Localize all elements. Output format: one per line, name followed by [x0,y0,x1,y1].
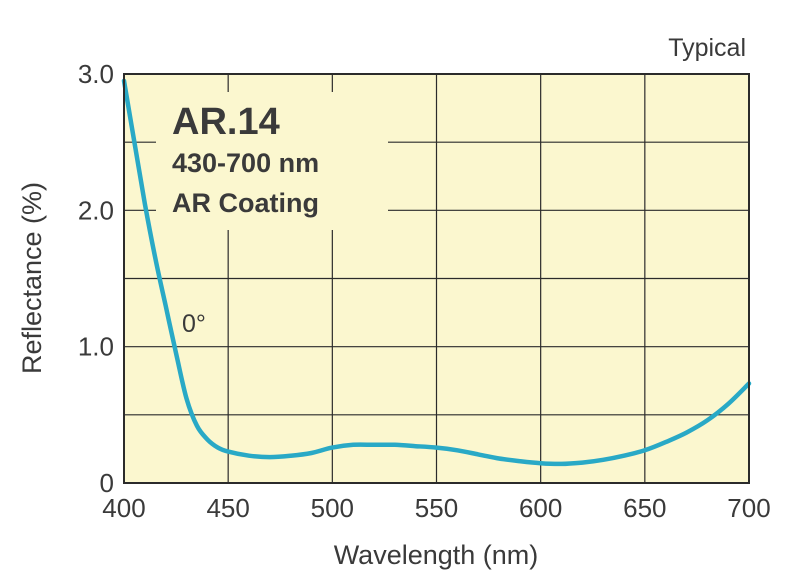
y-tick-label: 3.0 [78,59,114,89]
x-tick-labels: 400 450 500 550 600 650 700 [102,493,770,523]
corner-note: Typical [668,34,746,62]
x-tick-label: 550 [415,493,458,523]
title-box [156,92,388,230]
x-tick-label: 700 [727,493,770,523]
y-tick-label: 0 [100,468,114,498]
series-line-0deg [121,78,752,467]
x-axis-label: Wavelength (nm) [334,540,539,570]
plot-frame [123,73,750,484]
x-tick-label: 500 [311,493,354,523]
chart-subtitle-line-2: AR Coating [172,188,319,218]
chart-subtitle-line-1: 430-700 nm [172,148,319,178]
y-tick-label: 1.0 [78,332,114,362]
series-label-0deg: 0° [182,310,206,338]
x-tick-label: 650 [623,493,666,523]
x-tick-label: 400 [102,493,145,523]
x-tick-label: 450 [206,493,249,523]
chart-title: AR.14 [172,101,280,143]
y-axis-label: Reflectance (%) [17,182,47,374]
x-tick-label: 600 [519,493,562,523]
y-tick-label: 2.0 [78,195,114,225]
y-tick-labels: 0 1.0 2.0 3.0 [78,59,114,498]
